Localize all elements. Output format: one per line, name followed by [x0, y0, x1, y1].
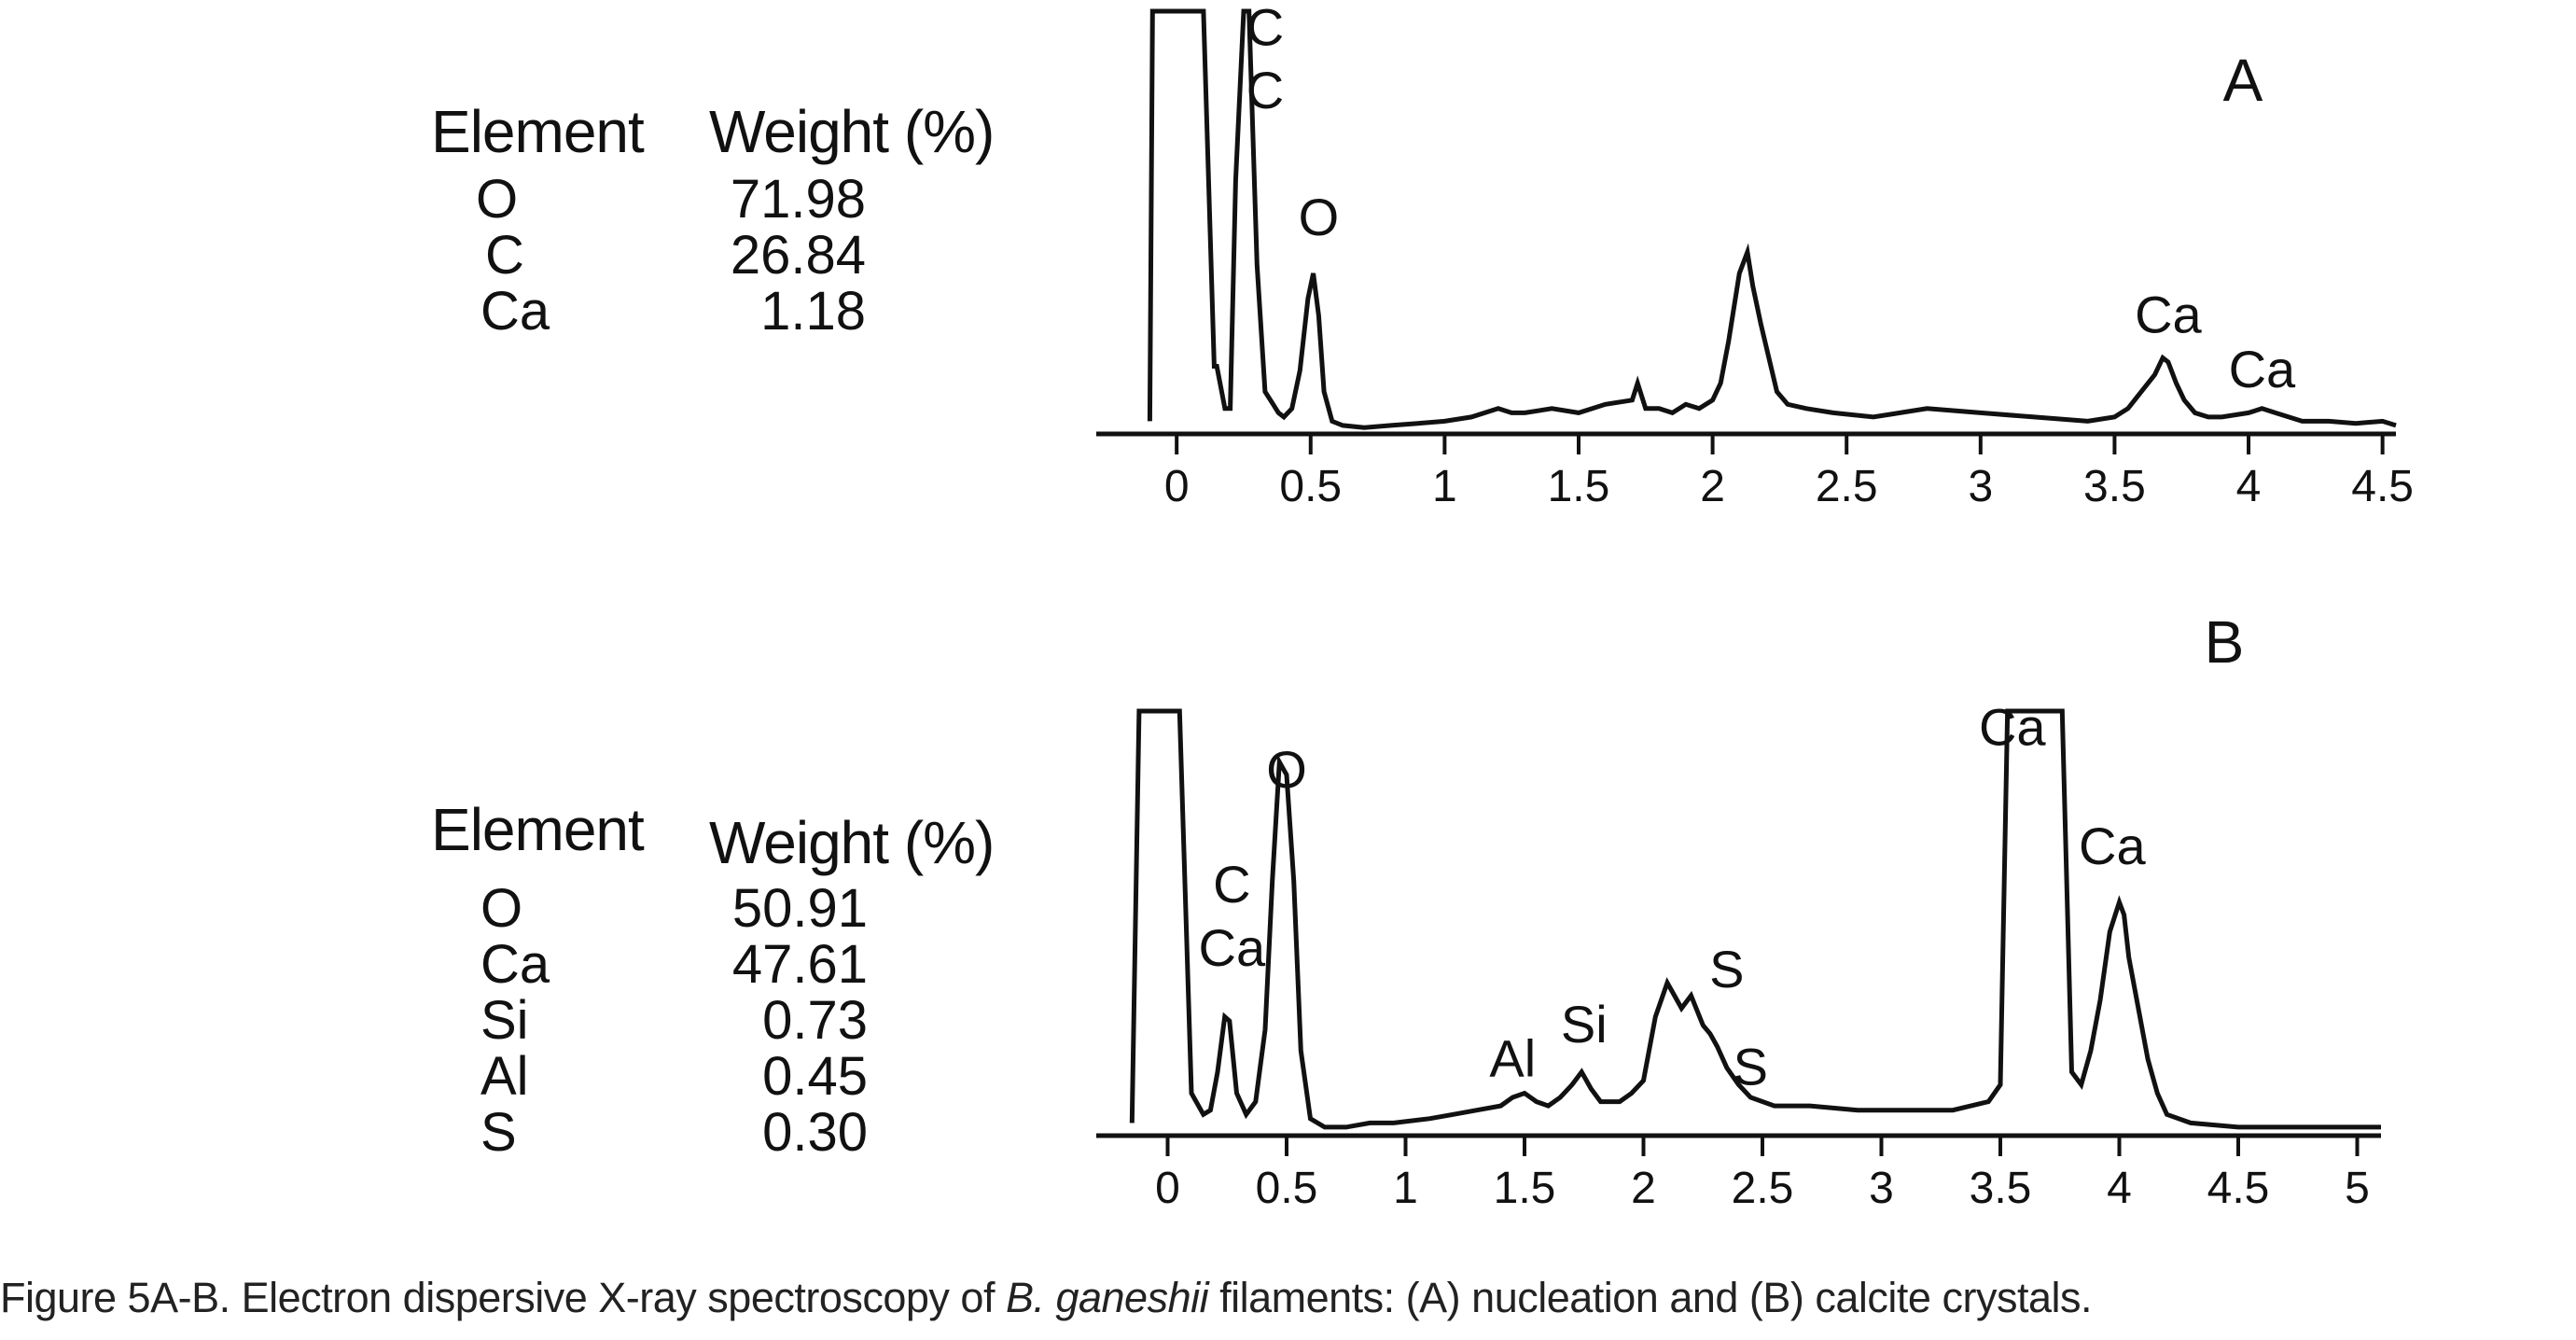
table-b-header-weight: Weight (%) — [709, 809, 995, 876]
panel-label: A — [2223, 47, 2263, 114]
peak-label: C — [1213, 855, 1250, 914]
table-b-weight: 0.45 — [762, 1046, 868, 1107]
x-tick-label: 4 — [2236, 462, 2262, 511]
table-a-element: Ca — [480, 281, 550, 342]
x-tick-label: 4 — [2107, 1164, 2132, 1213]
x-tick-label: 1.5 — [1494, 1164, 1556, 1213]
x-tick-label: 2 — [1700, 462, 1725, 511]
table-b-header-element: Element — [431, 796, 645, 863]
spectrum-chart-a: 0 0.5 1 1.5 2 2.5 3 3.5 4 4.5 CC O Ca Ca A — [1096, 0, 2414, 511]
x-tick-label: 2 — [1631, 1164, 1656, 1213]
x-tick-label: 1 — [1393, 1164, 1418, 1213]
spectrum-line — [1129, 708, 2381, 1130]
peak-label: Ca — [2135, 285, 2202, 343]
table-a-weight: 26.84 — [730, 225, 866, 286]
peak-label: O — [1299, 188, 1340, 246]
x-tick-label: 0 — [1155, 1164, 1180, 1213]
x-tick-label: 5 — [2345, 1164, 2370, 1213]
peak-label: Al — [1489, 1028, 1536, 1087]
x-tick-label: 1.5 — [1548, 462, 1610, 511]
caption-species: B. ganeshii — [1005, 1274, 1209, 1321]
caption-prefix: Figure 5A-B. Electron dispersive X-ray s… — [0, 1274, 1006, 1321]
peak-label: C — [1246, 0, 1284, 56]
x-tick-label: 0.5 — [1279, 462, 1342, 511]
peak-label: Ca — [1199, 918, 1266, 977]
table-b-weight: 47.61 — [731, 934, 868, 995]
x-tick-label: 0.5 — [1256, 1164, 1318, 1213]
x-tick-label: 3 — [1869, 1164, 1894, 1213]
table-a-element: O — [476, 169, 519, 230]
peak-label: C — [1246, 61, 1284, 119]
x-tick-label: 3.5 — [2083, 462, 2146, 511]
peak-label: O — [1266, 740, 1307, 799]
x-tick-label: 4.5 — [2207, 1164, 2270, 1213]
peak-label: Ca — [2229, 340, 2296, 398]
table-b-weight: 0.73 — [762, 990, 868, 1051]
peak-label: S — [1709, 940, 1744, 998]
table-b-element: Al — [480, 1046, 529, 1107]
table-a-weight: 1.18 — [760, 281, 866, 342]
x-tick-label: 2.5 — [1732, 1164, 1794, 1213]
table-a-weight: 71.98 — [730, 169, 866, 230]
table-b-weight: 0.30 — [762, 1102, 868, 1163]
x-tick-label: 2.5 — [1816, 462, 1878, 511]
table-b-element: Ca — [480, 934, 550, 995]
x-tick-label: 3.5 — [1970, 1164, 2032, 1213]
peak-label: Ca — [2079, 817, 2146, 875]
x-tick-label: 4.5 — [2351, 462, 2414, 511]
peak-label: Ca — [1979, 697, 2046, 756]
spectrum-line — [1147, 8, 2397, 430]
panel-label: B — [2205, 608, 2245, 676]
table-a-header-element: Element — [431, 98, 645, 165]
table-a-element: C — [485, 225, 524, 286]
x-tick-label: 0 — [1164, 462, 1190, 511]
table-b-element: O — [480, 878, 523, 939]
x-tick-label: 3 — [1968, 462, 1993, 511]
caption-suffix: filaments: (A) nucleation and (B) calcit… — [1208, 1274, 2092, 1321]
x-tick-label: 1 — [1432, 462, 1457, 511]
peak-label: Si — [1561, 995, 1608, 1054]
table-b-weight: 50.91 — [731, 878, 868, 939]
figure-caption: Figure 5A-B. Electron dispersive X-ray s… — [0, 1274, 2576, 1322]
table-b-element: Si — [480, 990, 529, 1051]
table-a-header-weight: Weight (%) — [709, 98, 995, 165]
table-b-element: S — [480, 1102, 517, 1163]
peak-label: S — [1734, 1037, 1768, 1096]
